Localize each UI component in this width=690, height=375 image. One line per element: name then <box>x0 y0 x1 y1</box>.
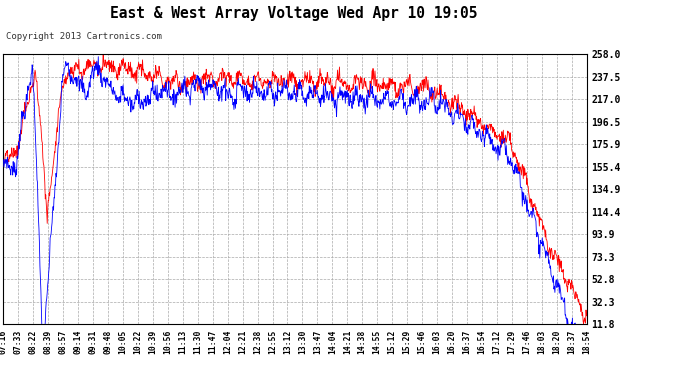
Text: East Array  (DC Volts): East Array (DC Volts) <box>384 22 502 31</box>
Text: West Array  (DC Volts): West Array (DC Volts) <box>491 22 609 31</box>
Text: East & West Array Voltage Wed Apr 10 19:05: East & West Array Voltage Wed Apr 10 19:… <box>110 6 477 21</box>
Text: Copyright 2013 Cartronics.com: Copyright 2013 Cartronics.com <box>6 32 161 41</box>
